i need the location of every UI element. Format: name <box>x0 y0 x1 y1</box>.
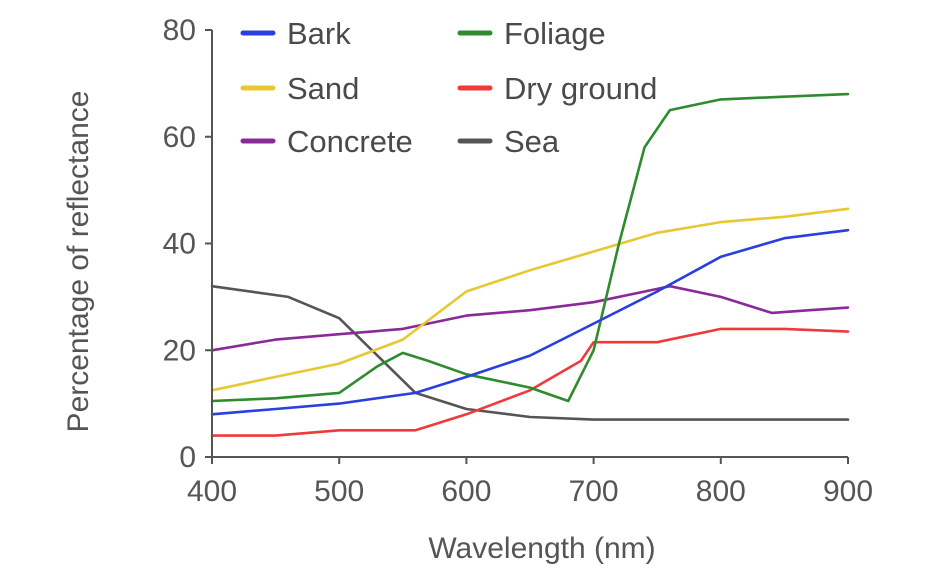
series-line-foliage <box>210 92 850 403</box>
series-line-sand <box>210 207 850 392</box>
y-axis-title: Percentage of reflectance <box>62 91 95 433</box>
series-line-sea <box>210 284 850 421</box>
series-line-bark <box>210 228 850 416</box>
y-tick-label: 0 <box>179 441 196 474</box>
series-line-dry-ground <box>210 327 850 437</box>
y-tick-label: 80 <box>163 14 196 47</box>
series-line-concrete <box>210 284 850 352</box>
y-tick-label: 40 <box>163 228 196 261</box>
y-tick-label: 60 <box>163 121 196 154</box>
legend-label-concrete: Concrete <box>287 124 413 159</box>
legend-label-foliage: Foliage <box>504 16 606 51</box>
legend-label-bark: Bark <box>287 16 351 51</box>
legend-label-sea: Sea <box>504 124 560 159</box>
legend-label-dry-ground: Dry ground <box>504 71 657 106</box>
x-tick-label: 800 <box>696 475 746 508</box>
x-tick-label: 400 <box>187 475 237 508</box>
x-tick-label: 500 <box>314 475 364 508</box>
x-tick-label: 900 <box>823 475 873 508</box>
legend-label-sand: Sand <box>287 71 359 106</box>
x-axis-title: Wavelength (nm) <box>428 532 655 565</box>
x-tick-label: 700 <box>569 475 619 508</box>
y-tick-label: 20 <box>163 334 196 367</box>
x-tick-label: 600 <box>441 475 491 508</box>
